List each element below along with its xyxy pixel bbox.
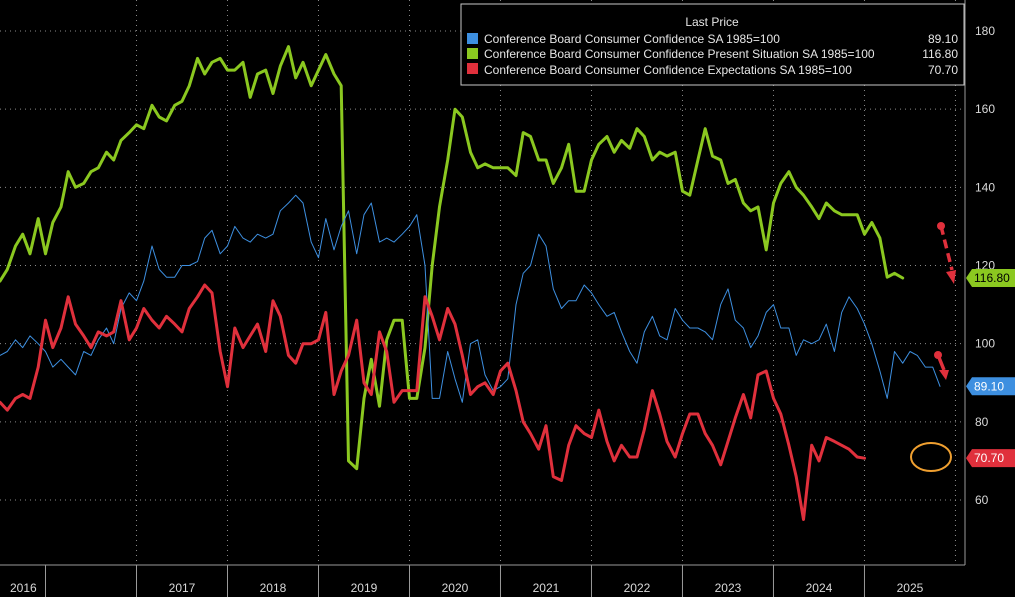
legend-swatch: [467, 63, 478, 74]
last-value-badges: 89.10 116.80 70.70: [966, 269, 1015, 468]
x-tick-label: 2021: [533, 581, 560, 595]
y-tick-label: 120: [975, 259, 995, 273]
grid: [0, 0, 965, 565]
legend-value: 89.10: [928, 32, 958, 46]
last-value-label: 70.70: [974, 451, 1004, 465]
x-tick-label: 2020: [442, 581, 469, 595]
x-tick-label: 2023: [715, 581, 742, 595]
y-tick-label: 140: [975, 180, 995, 194]
series-line: [0, 283, 866, 521]
y-tick-labels: 60 80 100 120 140 160 180: [975, 24, 995, 507]
legend-entry: Conference Board Consumer Confidence Exp…: [467, 63, 958, 77]
x-tick-label: 2019: [351, 581, 378, 595]
annotation-arrow-present: [937, 222, 956, 284]
legend-entry: Conference Board Consumer Confidence Pre…: [467, 47, 958, 61]
x-tick-label: 2024: [806, 581, 833, 595]
legend-value: 70.70: [928, 63, 958, 77]
legend-swatch: [467, 48, 478, 59]
x-tick-label: 2022: [624, 581, 651, 595]
last-value-badge: 116.80: [966, 269, 1015, 288]
legend-swatch: [467, 33, 478, 44]
y-tick-label: 100: [975, 337, 995, 351]
y-tick-label: 60: [975, 493, 989, 507]
y-tick-label: 80: [975, 415, 989, 429]
legend-title: Last Price: [685, 15, 739, 29]
y-tick-label: 180: [975, 24, 995, 38]
annotation-arrow-overall: [934, 351, 949, 380]
x-tick-label: 2025: [897, 581, 924, 595]
x-tick-label: 2017: [169, 581, 196, 595]
last-value-badge: 70.70: [966, 449, 1015, 468]
legend: Last Price Conference Board Consumer Con…: [460, 3, 965, 86]
series-lines: [0, 45, 941, 521]
last-value-label: 89.10: [974, 379, 1004, 393]
legend-label: Conference Board Consumer Confidence Pre…: [484, 47, 875, 61]
x-tick-label: 2016: [10, 581, 37, 595]
x-tick-label: 2018: [260, 581, 287, 595]
highlight-ellipse: [910, 442, 952, 472]
legend-label: Conference Board Consumer Confidence Exp…: [484, 63, 852, 77]
last-value-badge: 89.10: [966, 377, 1015, 396]
legend-entry: Conference Board Consumer Confidence SA …: [467, 32, 958, 46]
series-line: [0, 194, 941, 403]
legend-value: 116.80: [922, 47, 958, 61]
legend-label: Conference Board Consumer Confidence SA …: [484, 32, 780, 46]
legend-box: [460, 3, 965, 86]
x-tick-labels: 2016 2017 2018 2019 2020 2021 2022 2023 2024 2025: [10, 565, 924, 597]
last-value-label: 116.80: [974, 271, 1010, 285]
series-line: [0, 45, 905, 471]
y-tick-label: 160: [975, 102, 995, 116]
